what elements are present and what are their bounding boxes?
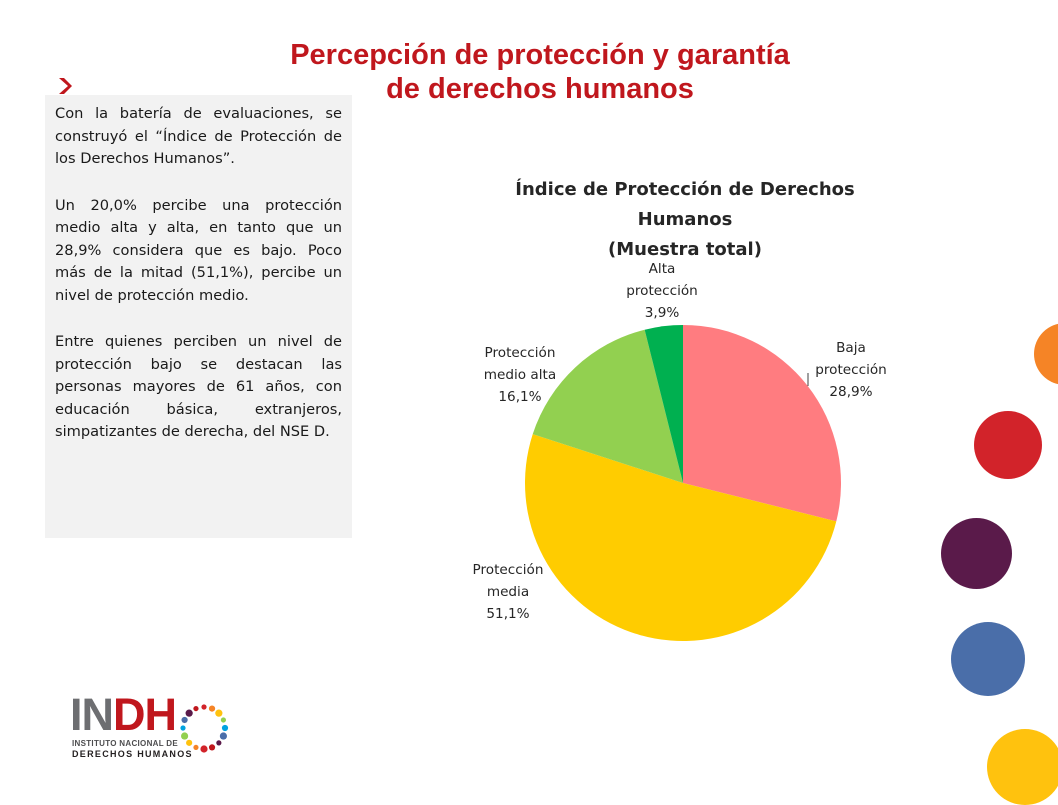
chart-title: Índice de Protección de Derechos Humanos… [470, 175, 900, 265]
chart-title-line1: Índice de Protección de Derechos Humanos [515, 179, 855, 230]
decor-circle-red [974, 411, 1042, 479]
logo-dot [180, 732, 189, 740]
slice-label-media: Protección media 51,1% [472, 562, 544, 622]
logo-wordmark: INDH [70, 689, 177, 740]
decor-circle-blue [951, 622, 1025, 696]
logo-dot [220, 717, 227, 723]
slide-title-line2: de derechos humanos [386, 73, 694, 105]
logo-dot [193, 705, 199, 712]
pie-slice-medio-alta [532, 329, 683, 483]
chart-title-line2: (Muestra total) [608, 239, 762, 260]
summary-paragraph-2: Un 20,0% percibe una protección medio al… [55, 196, 342, 304]
logo-dot [193, 744, 199, 751]
summary-paragraph-3: Entre quienes perciben un nivel de prote… [55, 333, 342, 440]
logo-dot [216, 740, 222, 746]
logo-dot [181, 716, 188, 724]
summary-text-box: Con la batería de evaluaciones, se const… [45, 95, 352, 538]
logo-dot [186, 739, 193, 746]
logo-dot [221, 724, 229, 732]
chevron-right-icon [59, 78, 72, 94]
pie-slice-alta [644, 325, 683, 483]
slice-label-baja: Baja protección 28,9% [815, 340, 887, 400]
logo-subtitle: INSTITUTO NACIONAL DE DERECHOS HUMANOS [72, 739, 193, 759]
pie-slice-media [525, 434, 837, 641]
logo-dots-ring-icon [180, 704, 229, 753]
logo-dot [180, 725, 186, 731]
decor-circle-yellow [987, 729, 1058, 805]
slice-label-medio-alta: Protección medio alta 16,1% [483, 345, 557, 405]
decor-circle-purple [941, 518, 1012, 589]
logo-dot [185, 709, 193, 717]
logo-dot [201, 704, 207, 710]
slice-label-alta: Alta protección 3,9% [626, 261, 698, 321]
logo-dot [215, 709, 223, 717]
logo-dot [208, 744, 216, 751]
slide-title: Percepción de protección y garantía de d… [190, 38, 890, 106]
slide-title-line1: Percepción de protección y garantía [290, 39, 790, 71]
logo-dot [208, 705, 216, 712]
logo-dot [219, 732, 228, 740]
indh-logo: INDH INSTITUTO NACIONAL DE DERECHOS HUMA… [70, 691, 230, 759]
logo-dot [200, 745, 208, 753]
pie-slice-baja [683, 325, 841, 522]
summary-paragraph-1: Con la batería de evaluaciones, se const… [55, 105, 342, 167]
